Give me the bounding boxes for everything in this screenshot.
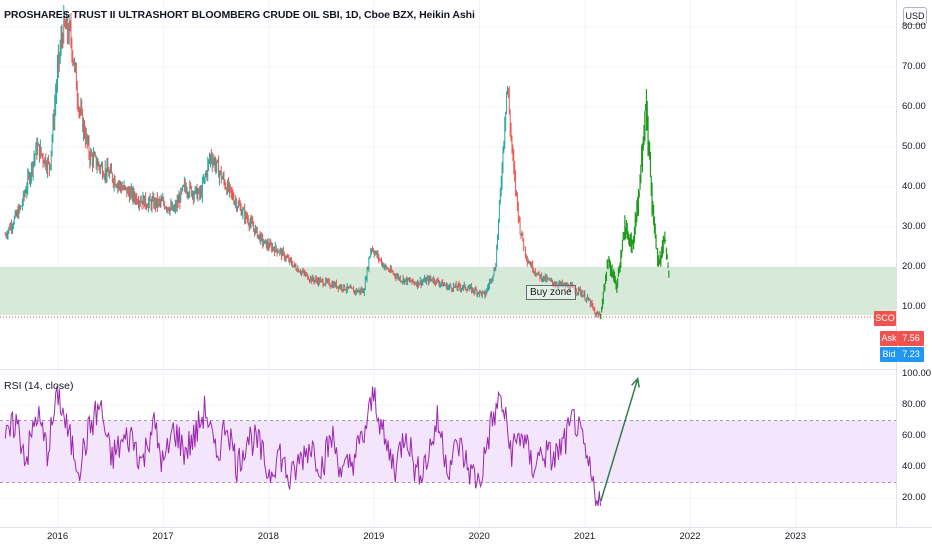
rsi-arrow-shaft (600, 378, 639, 502)
bid-label: Bid (880, 347, 898, 362)
rsi-axis-label: 80.00 (902, 399, 926, 410)
rsi-arrow-head (631, 376, 640, 388)
price-axis-label: 50.00 (902, 141, 926, 152)
rsi-line (4, 386, 601, 506)
rsi-axis-label: 100.00 (902, 368, 932, 379)
time-axis-label: 2023 (784, 531, 806, 542)
buy-zone-rectangle[interactable] (0, 267, 896, 315)
time-axis-label: 2018 (257, 531, 279, 542)
price-axis-label: 30.00 (902, 221, 926, 232)
rsi-axis-label: 60.00 (902, 430, 926, 441)
rsi-title[interactable]: RSI (14, close) (4, 380, 74, 392)
price-axis-label: 60.00 (902, 101, 926, 112)
time-axis-label: 2016 (46, 531, 69, 542)
projection-series[interactable] (600, 89, 670, 319)
price-axis-label: 70.00 (902, 61, 926, 72)
price-axis-label: 20.00 (902, 261, 926, 272)
rsi-band (0, 420, 896, 483)
symbol-tag: SCO (874, 311, 896, 326)
time-axis-label: 2021 (574, 531, 596, 542)
ask-value: 7.56 (898, 331, 924, 346)
rsi-arrow[interactable] (600, 376, 640, 502)
time-axis-label: 2017 (152, 531, 174, 542)
ask-label: Ask (880, 331, 898, 346)
rsi-axis-label: 40.00 (902, 461, 926, 472)
rsi-axis-label: 20.00 (902, 492, 926, 503)
buy-zone-label[interactable]: Buy zone (526, 285, 576, 300)
chart-title: PROSHARES TRUST II ULTRASHORT BLOOMBERG … (4, 9, 475, 21)
price-axis-label: 10.00 (902, 301, 926, 312)
time-axis-label: 2022 (679, 531, 701, 542)
price-axis-label: 80.00 (902, 21, 926, 32)
bid-value: 7.23 (898, 347, 924, 362)
time-axis-label: 2019 (363, 531, 385, 542)
time-axis-label: 2020 (468, 531, 490, 542)
price-series (4, 4, 601, 320)
price-axis-label: 40.00 (902, 181, 926, 192)
currency-button[interactable]: USD (903, 7, 927, 25)
